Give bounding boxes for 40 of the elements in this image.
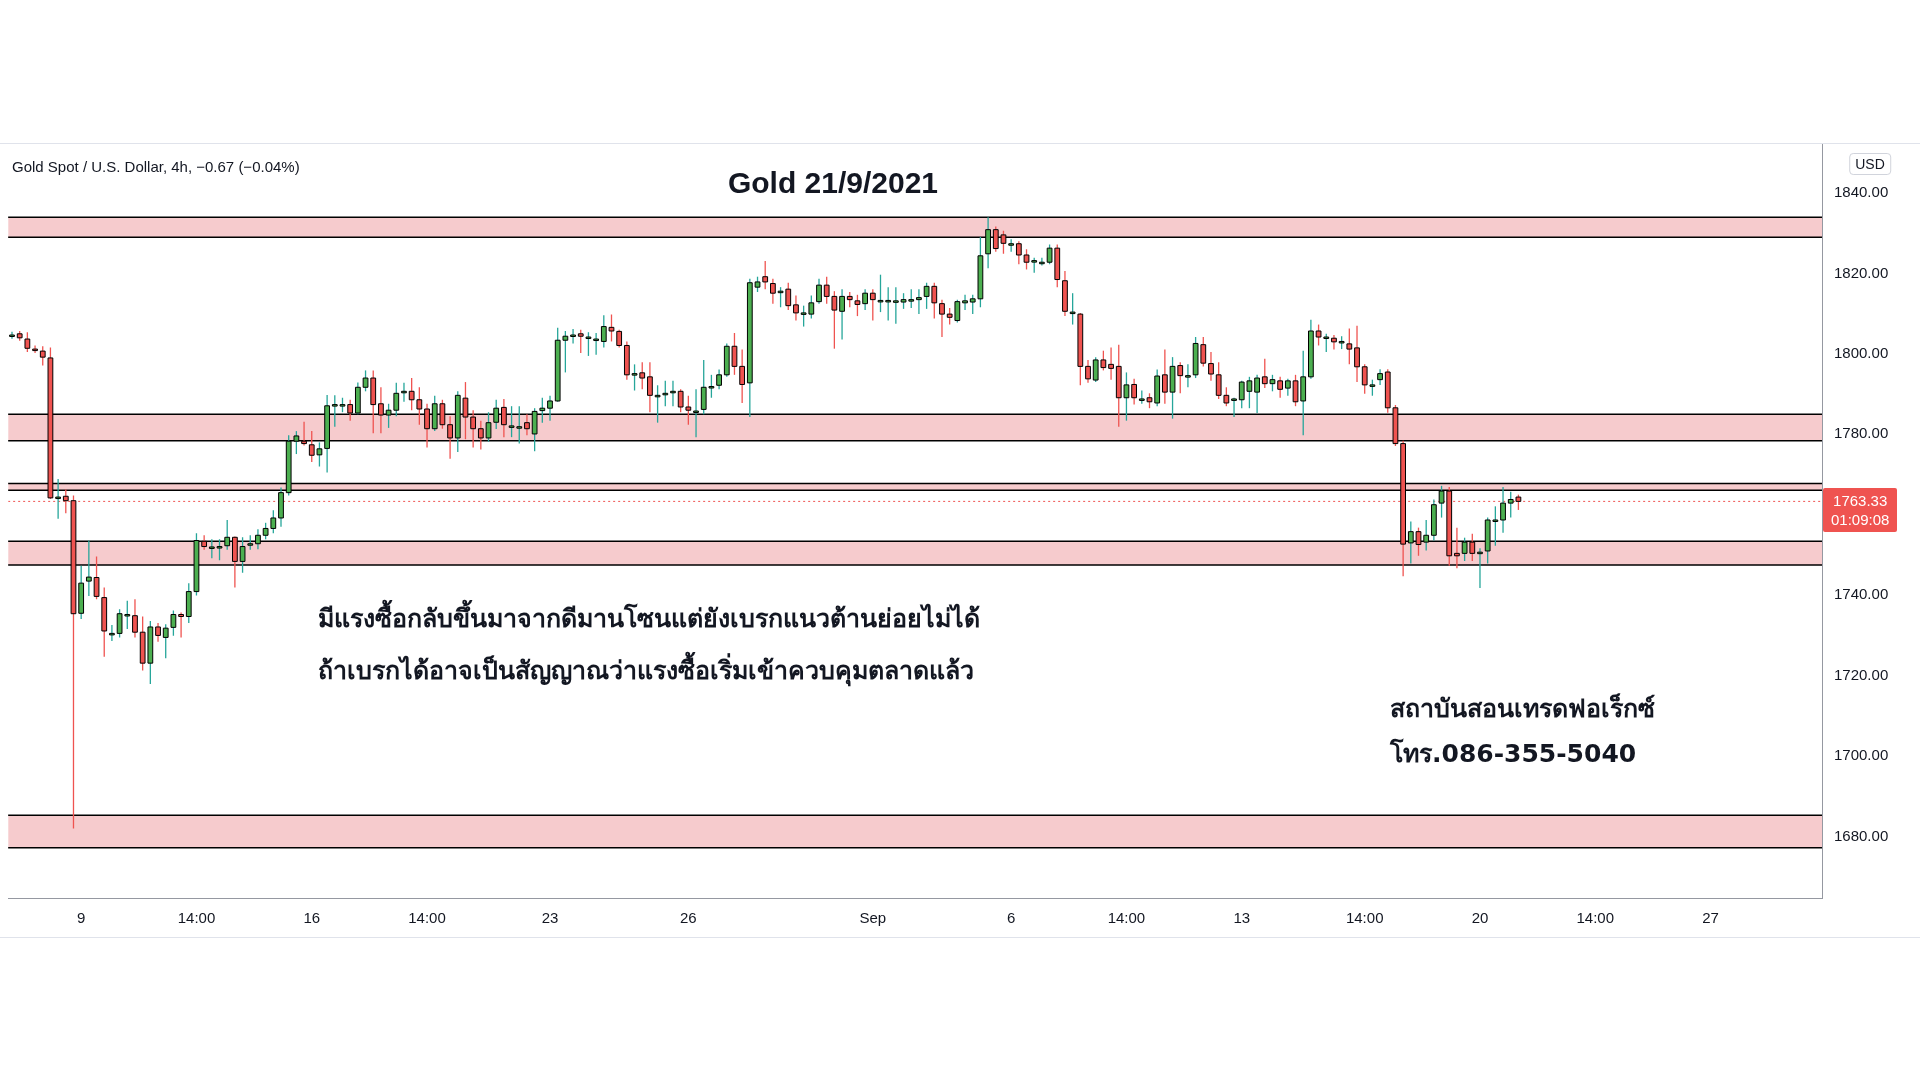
x-tick-label: 14:00: [177, 909, 216, 927]
annotation: มีแรงซื้อกลับขึ้นมาจากดีมานโซนแต่ยังเบรกแนวต้านย่อยไม่ได้: [318, 598, 980, 635]
candlestick: [132, 598, 138, 639]
y-tick-label: 1700.00: [1834, 746, 1889, 764]
x-tick-label: 20: [1471, 909, 1489, 927]
y-tick-label: 1780.00: [1834, 424, 1889, 442]
y-tick-label: 1740.00: [1834, 585, 1889, 603]
x-tick-label: 27: [1702, 909, 1719, 927]
x-tick-label: 6: [1006, 909, 1016, 927]
x-tick-label: 14:00: [1576, 909, 1615, 927]
ref-line-label: 1763.33: [1832, 491, 1889, 511]
candlestick: [770, 278, 776, 305]
y-tick-label: 1800.00: [1834, 344, 1889, 362]
y-tick-label: 1840.00: [1834, 183, 1889, 201]
y-tick-label: 1820.00: [1834, 263, 1889, 281]
x-tick-label: 16: [303, 909, 321, 927]
annotation: โทร.086-355-5040: [1390, 737, 1637, 770]
text: 01:09:08: [1831, 510, 1890, 530]
x-tick-label: 9: [77, 909, 86, 927]
candlestick: [155, 622, 161, 643]
candlestick: [1185, 363, 1191, 388]
y-tick-label: 1720.00: [1834, 665, 1889, 683]
text: Gold 21/9/2021: [727, 166, 939, 200]
candlestick: [178, 611, 184, 639]
x-tick-label: 14:00: [408, 909, 446, 927]
candlestick: [1161, 348, 1168, 405]
y-tick-label: 1680.00: [1834, 826, 1889, 844]
candlestick: [716, 368, 722, 390]
candlestick: [939, 298, 945, 338]
x-tick-label: 14:00: [1107, 909, 1146, 927]
x-tick-label: 23: [541, 909, 559, 927]
x-tick-label: 26: [680, 909, 697, 927]
x-tick-label: Sep: [859, 909, 887, 927]
y-axis-title: USD: [1849, 153, 1891, 175]
x-tick-label: 13: [1233, 909, 1251, 927]
annotation: ถ้าเบรกได้อาจเป็นสัญญาณว่าแรงซื้อเริ่มเข้าควบคุมตลาดแล้ว: [318, 650, 974, 689]
candlestick: [892, 286, 899, 325]
x-tick-label: 14:00: [1345, 909, 1384, 927]
annotation: สถาบันสอนเทรดฟอเร็กซ์: [1390, 692, 1655, 725]
text: Gold Spot / U.S. Dollar, 4h, −0.67 (−0.04%): [12, 157, 300, 175]
